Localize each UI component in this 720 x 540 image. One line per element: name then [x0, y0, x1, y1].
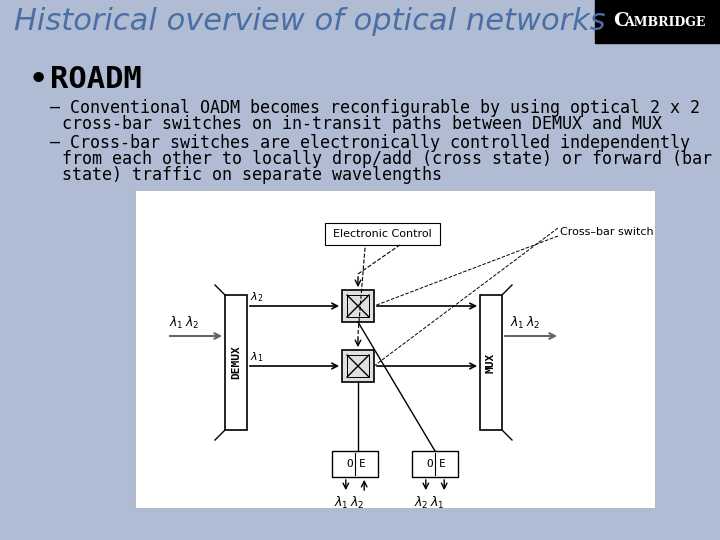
Text: $\lambda_2$: $\lambda_2$	[350, 495, 364, 511]
Text: DEMUX: DEMUX	[231, 346, 241, 380]
Text: Historical overview of optical networks: Historical overview of optical networks	[14, 6, 606, 36]
Bar	[135, 190, 655, 508]
Text: cross-bar switches on in-transit paths between DEMUX and MUX: cross-bar switches on in-transit paths b…	[62, 115, 662, 133]
Text: AMBRIDGE: AMBRIDGE	[624, 16, 706, 29]
Text: state) traffic on separate wavelengths: state) traffic on separate wavelengths	[62, 166, 442, 184]
Text: E: E	[359, 459, 365, 469]
Bar	[325, 223, 440, 245]
Text: $\lambda_2$: $\lambda_2$	[185, 315, 199, 331]
Text: O: O	[427, 459, 433, 469]
Text: – Cross-bar switches are electronically controlled independently: – Cross-bar switches are electronically …	[50, 134, 690, 152]
Text: $\lambda_1$: $\lambda_1$	[250, 350, 264, 364]
Text: E: E	[438, 459, 446, 469]
Text: $\lambda_1$: $\lambda_1$	[430, 495, 445, 511]
Text: Cross–bar switch: Cross–bar switch	[560, 227, 654, 237]
Text: •: •	[28, 63, 49, 97]
Text: ROADM: ROADM	[50, 65, 142, 94]
Text: O: O	[346, 459, 354, 469]
Text: $\lambda_2$: $\lambda_2$	[250, 290, 264, 304]
Bar	[480, 295, 502, 430]
Text: – Conventional OADM becomes reconfigurable by using optical 2 x 2: – Conventional OADM becomes reconfigurab…	[50, 99, 700, 117]
Text: C: C	[613, 12, 629, 30]
Text: $\lambda_2$: $\lambda_2$	[414, 495, 428, 511]
Bar	[342, 290, 374, 322]
Bar	[347, 355, 369, 377]
Text: $\lambda_1$: $\lambda_1$	[510, 315, 525, 331]
Text: MUX: MUX	[486, 353, 496, 373]
Bar	[225, 295, 247, 430]
Bar	[412, 451, 458, 477]
Bar	[347, 295, 369, 317]
Text: $\lambda_1$: $\lambda_1$	[334, 495, 348, 511]
Bar	[332, 451, 378, 477]
Bar	[342, 350, 374, 382]
Text: $\lambda_1$: $\lambda_1$	[169, 315, 184, 331]
Text: Electronic Control: Electronic Control	[333, 229, 432, 239]
Text: from each other to locally drop/add (cross state) or forward (bar: from each other to locally drop/add (cro…	[62, 150, 712, 168]
Text: $\lambda_2$: $\lambda_2$	[526, 315, 541, 331]
Bar	[595, 0, 720, 43]
Bar	[0, 0, 720, 43]
